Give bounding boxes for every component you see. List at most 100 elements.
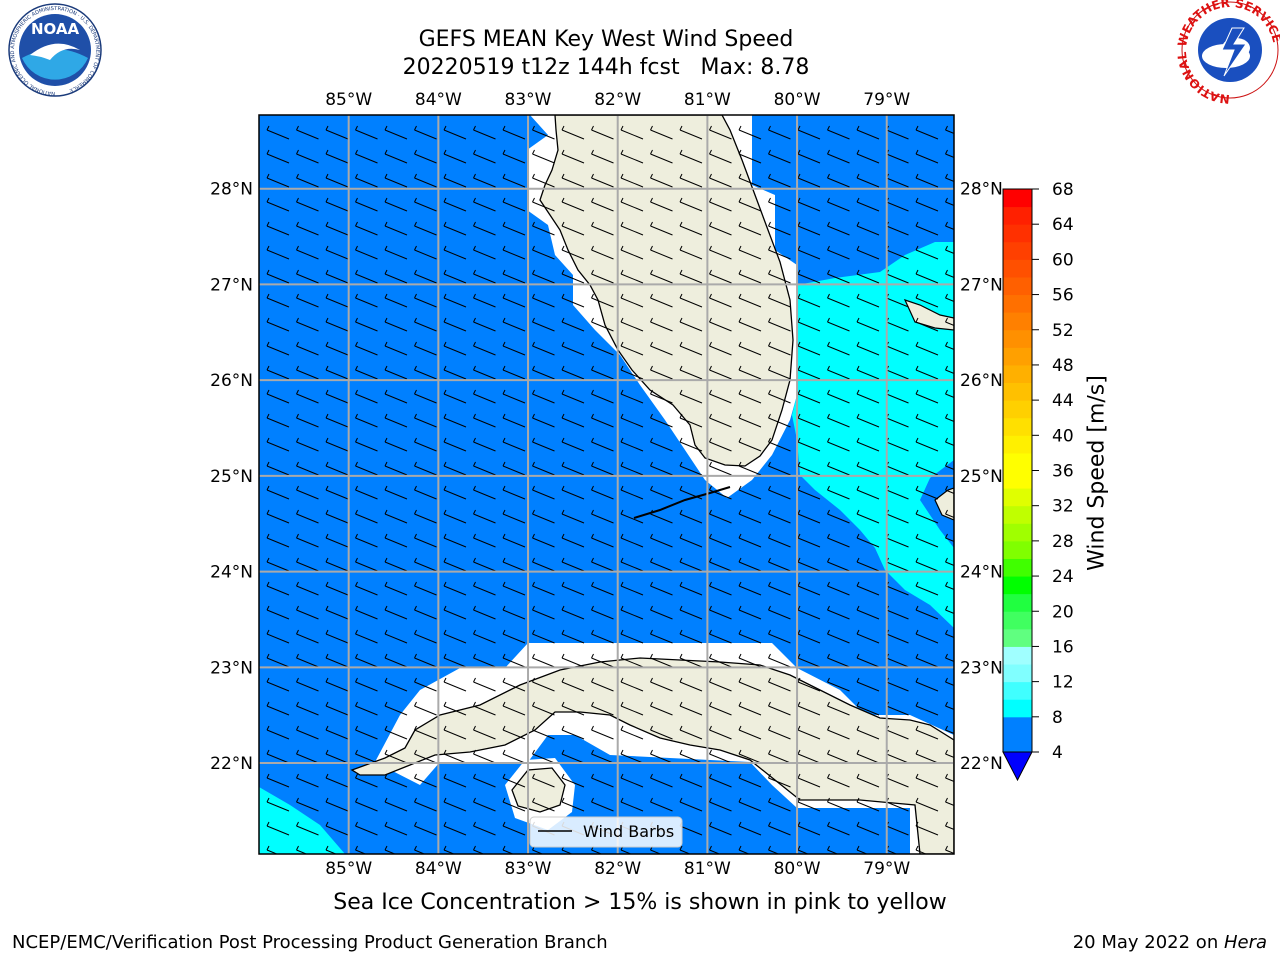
wind-barb: [414, 725, 437, 740]
wind-barb: [502, 845, 515, 854]
wind-barb: [945, 293, 954, 303]
wind-barb: [768, 293, 791, 308]
wind-barb: [591, 509, 614, 524]
wind-barb: [768, 149, 791, 164]
wind-barb: [443, 245, 467, 260]
colorbar-segment: [1003, 312, 1032, 331]
wind-barb: [561, 629, 585, 644]
wind-barb: [561, 413, 585, 428]
wind-barb: [591, 221, 614, 236]
wind-barb: [768, 725, 791, 740]
wind-barb: [591, 437, 614, 452]
wind-barb: [414, 557, 437, 572]
wind-barb: [768, 245, 791, 260]
wind-barb: [679, 221, 703, 236]
wind-barb: [532, 677, 555, 692]
wind-barb: [679, 533, 703, 548]
wind-barb: [738, 725, 762, 740]
wind-barb: [355, 173, 378, 188]
wind-barb: [355, 557, 378, 572]
wind-barb: [266, 797, 290, 812]
wind-barb: [738, 317, 762, 332]
wind-barb: [443, 365, 467, 380]
wind-barb: [561, 653, 585, 668]
wind-barb: [768, 533, 791, 548]
wind-barb: [650, 629, 673, 644]
wind-barb: [709, 173, 732, 188]
wind-barb: [768, 701, 791, 716]
wind-barb: [414, 845, 426, 854]
wind-barb: [325, 773, 349, 788]
wind-barb: [355, 125, 378, 140]
wind-barb: [325, 845, 338, 854]
wind-barb: [591, 701, 614, 716]
wind-barb: [620, 389, 644, 404]
wind-barb: [296, 677, 319, 692]
wind-barb: [532, 293, 555, 308]
wind-barb: [945, 125, 954, 135]
wind-barb: [414, 509, 437, 524]
wind-barb: [620, 653, 644, 668]
lon-label-bottom: 84°W: [415, 859, 462, 879]
wind-barb: [561, 317, 585, 332]
wind-barb: [709, 221, 732, 236]
wind-barb: [856, 773, 880, 788]
wind-barb: [384, 413, 408, 428]
wind-barb: [856, 221, 880, 236]
wind-barb: [915, 365, 939, 380]
wind-barb: [591, 341, 614, 356]
wind-barb: [414, 605, 437, 620]
wind-barb: [532, 461, 555, 476]
wind-barb: [709, 293, 732, 308]
colorbar-segment: [1003, 294, 1032, 313]
wind-barb: [915, 557, 939, 572]
wind-barb: [355, 677, 378, 692]
wind-barb: [561, 605, 585, 620]
wind-barb: [296, 197, 319, 212]
wind-barb: [620, 365, 644, 380]
wind-barb: [384, 197, 408, 212]
wind-barb: [827, 677, 850, 692]
wind-barb: [915, 749, 939, 764]
wind-barb: [738, 365, 762, 380]
lon-label-top: 82°W: [594, 90, 641, 110]
wind-barb: [827, 821, 850, 836]
wind-barb: [856, 581, 880, 596]
colorbar-segment: [1003, 189, 1032, 208]
legend-label: Wind Barbs: [583, 822, 674, 841]
wind-barb: [296, 269, 319, 284]
wind-barb: [532, 221, 555, 236]
wind-barb: [915, 413, 939, 428]
lat-label-left: 26°N: [210, 371, 253, 391]
wind-barb: [797, 389, 821, 404]
wind-barb: [797, 149, 821, 164]
wind-barb: [384, 701, 408, 716]
wind-barb: [355, 413, 378, 428]
wind-barb: [561, 485, 585, 500]
lat-label-right: 22°N: [960, 754, 1003, 774]
wind-barb: [738, 149, 762, 164]
lat-label-left: 24°N: [210, 563, 253, 583]
wind-barb: [856, 341, 880, 356]
wind-barb: [532, 557, 555, 572]
wind-barb: [355, 605, 378, 620]
wind-barb: [679, 701, 703, 716]
wind-barb: [473, 653, 496, 668]
colorbar-segment: [1003, 558, 1032, 577]
wind-barb: [296, 653, 319, 668]
wind-barb: [443, 749, 467, 764]
wind-barb: [384, 509, 408, 524]
wind-barb: [679, 845, 692, 854]
wind-barb: [650, 125, 673, 140]
wind-barb: [561, 389, 585, 404]
wind-barb: [709, 269, 732, 284]
wind-barb: [325, 197, 349, 212]
wind-barb: [768, 797, 791, 812]
wind-barb: [738, 677, 762, 692]
wind-barb: [856, 437, 880, 452]
wind-barb: [768, 629, 791, 644]
wind-barb: [325, 821, 349, 836]
wind-barb: [266, 581, 290, 596]
wind-barb: [502, 749, 526, 764]
